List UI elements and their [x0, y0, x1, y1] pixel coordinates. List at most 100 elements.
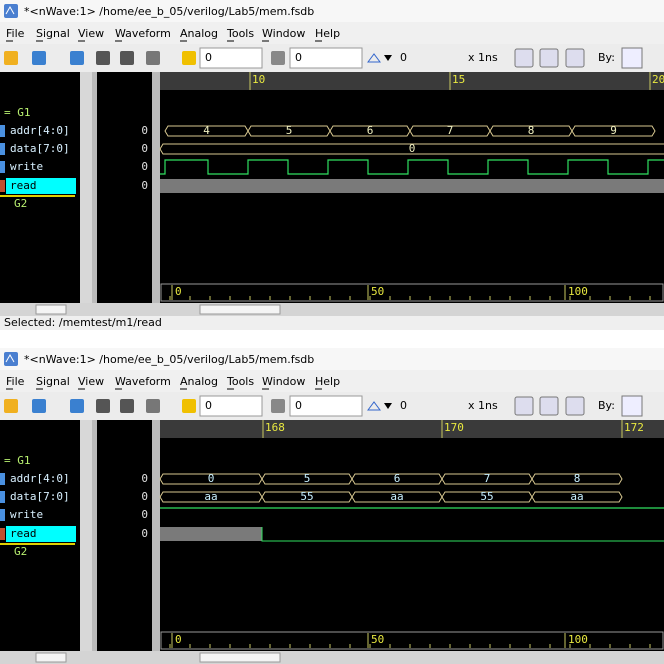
toolbar-icon[interactable]	[4, 51, 18, 65]
app-icon-wave	[5, 5, 15, 15]
menu-item[interactable]: Analog	[180, 375, 218, 388]
menu-item[interactable]: Tools	[226, 375, 254, 388]
menu-item[interactable]: View	[78, 375, 104, 388]
menu-item[interactable]: View	[78, 27, 104, 40]
signal-name[interactable]: addr[4:0]	[10, 124, 70, 137]
write-wave	[160, 159, 664, 175]
bus-value: 6	[367, 124, 374, 137]
toolbar-icon[interactable]	[70, 399, 84, 413]
app-icon-wave	[5, 353, 15, 363]
delta-up[interactable]	[367, 401, 381, 411]
menu-item[interactable]: File	[6, 375, 25, 388]
bus-value: 6	[394, 472, 401, 485]
signal-name[interactable]: read	[10, 527, 37, 540]
signal-name[interactable]: read	[10, 179, 37, 192]
toolbar-icon[interactable]	[70, 51, 84, 65]
toolbar-icon[interactable]	[96, 399, 110, 413]
toolbar-icon[interactable]	[182, 399, 196, 413]
signal-value: 0	[141, 142, 148, 155]
menu-item[interactable]: Analog	[180, 27, 218, 40]
toolbar-icon[interactable]	[146, 51, 160, 65]
bus-value: 9	[610, 124, 617, 137]
marker-icon[interactable]	[271, 399, 285, 413]
group-name[interactable]: = G1	[4, 454, 31, 467]
menu-item[interactable]: Waveform	[115, 27, 171, 40]
zoom-button[interactable]	[565, 48, 585, 68]
signal-value: 0	[141, 160, 148, 173]
scroll-thumb[interactable]	[35, 304, 67, 315]
group-name[interactable]: G2	[14, 545, 27, 558]
title-bar	[0, 0, 664, 22]
window-title: *<nWave:1> /home/ee_b_05/verilog/Lab5/me…	[24, 353, 314, 366]
zoom-button[interactable]	[565, 396, 585, 416]
scroll-thumb[interactable]	[199, 304, 281, 315]
signal-name[interactable]: data[7:0]	[10, 142, 70, 155]
signal-name[interactable]: write	[10, 160, 43, 173]
time-scale: x 1ns	[468, 51, 498, 64]
ruler-label: 100	[568, 633, 588, 646]
menu-item[interactable]: Tools	[226, 27, 254, 40]
value-gap	[152, 72, 160, 303]
menu-item[interactable]: Help	[315, 375, 340, 388]
bus-segment	[531, 473, 623, 485]
menu-item[interactable]: File	[6, 27, 25, 40]
delta-down[interactable]	[384, 403, 392, 409]
status-bar	[0, 316, 664, 330]
toolbar-icon[interactable]	[32, 51, 46, 65]
scroll-thumb[interactable]	[199, 652, 281, 663]
bus-value: aa	[570, 490, 583, 503]
signal-value: 0	[141, 179, 148, 192]
cursor-input[interactable]	[199, 395, 263, 417]
ruler-label: 170	[444, 421, 464, 434]
unknown-wave	[160, 179, 664, 193]
marker-input[interactable]	[289, 47, 363, 69]
signal-icon	[0, 125, 5, 137]
ruler-label: 50	[371, 285, 384, 298]
zoom-button[interactable]	[539, 48, 559, 68]
group-name[interactable]: = G1	[4, 106, 31, 119]
signal-name[interactable]: data[7:0]	[10, 490, 70, 503]
menu-item[interactable]: Signal	[36, 375, 70, 388]
bus-value: aa	[390, 490, 403, 503]
bus-value: 4	[203, 124, 210, 137]
menu-item[interactable]: Help	[315, 27, 340, 40]
scroll-thumb[interactable]	[35, 652, 67, 663]
h-scrollbar	[0, 303, 664, 316]
toolbar-icon[interactable]	[32, 399, 46, 413]
signal-icon	[0, 528, 5, 540]
menu-item[interactable]: Signal	[36, 27, 70, 40]
signal-name[interactable]: addr[4:0]	[10, 472, 70, 485]
main-area	[0, 420, 664, 651]
menu-item[interactable]: Window	[262, 375, 305, 388]
app-icon	[4, 352, 18, 366]
marker-icon[interactable]	[271, 51, 285, 65]
cursor-input[interactable]	[199, 47, 263, 69]
menu-bar	[0, 370, 664, 392]
signal-name[interactable]: write	[10, 508, 43, 521]
toolbar-icon[interactable]	[120, 51, 134, 65]
by-button[interactable]	[621, 395, 643, 417]
marker-input[interactable]	[289, 395, 363, 417]
toolbar-icon[interactable]	[182, 51, 196, 65]
delta-down[interactable]	[384, 55, 392, 61]
group-name[interactable]: G2	[14, 197, 27, 210]
delta-up[interactable]	[367, 53, 381, 63]
toolbar-icon[interactable]	[4, 399, 18, 413]
toolbar-icon[interactable]	[146, 399, 160, 413]
bus-value: 7	[484, 472, 491, 485]
zoom-button[interactable]	[514, 396, 534, 416]
menu-item[interactable]: Window	[262, 27, 305, 40]
window-title: *<nWave:1> /home/ee_b_05/verilog/Lab5/me…	[24, 5, 314, 18]
ruler-label: 50	[371, 633, 384, 646]
pane-gap	[92, 72, 97, 303]
menu-item[interactable]: Waveform	[115, 375, 171, 388]
signal-value: 0	[141, 124, 148, 137]
toolbar-icon[interactable]	[120, 399, 134, 413]
bus-value: 0	[208, 472, 215, 485]
signal-value: 0	[141, 490, 148, 503]
zoom-button[interactable]	[539, 396, 559, 416]
zoom-button[interactable]	[514, 48, 534, 68]
toolbar-icon[interactable]	[96, 51, 110, 65]
by-button[interactable]	[621, 47, 643, 69]
marker-value: 0	[295, 51, 302, 64]
